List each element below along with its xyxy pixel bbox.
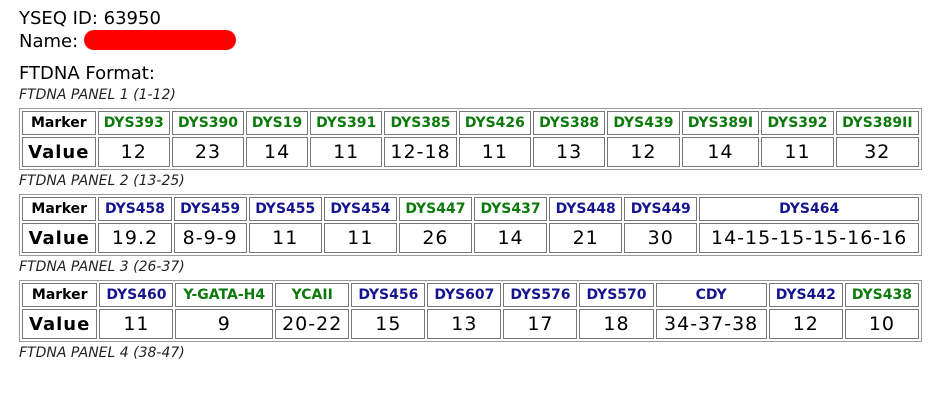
marker-row: Marker DYS393 DYS390 DYS19 DYS391 DYS385 DYS42… xyxy=(22,111,919,135)
row-label: Value xyxy=(22,137,96,167)
panel-title: FTDNA PANEL 2 (13-25) xyxy=(19,173,185,189)
marker-value: 30 xyxy=(624,223,698,253)
marker-name: DYS464 xyxy=(699,197,919,221)
marker-value: 12 xyxy=(768,309,843,339)
panels: FTDNA PANEL 1 (1-12) Marker DYS393 DYS390 DY… xyxy=(0,86,931,342)
marker-value: 11 xyxy=(458,137,532,167)
marker-value: 11 xyxy=(761,137,834,167)
marker-name: DYS607 xyxy=(427,283,502,307)
marker-value: 10 xyxy=(844,309,919,339)
redaction xyxy=(84,30,237,50)
name-row: Name: xyxy=(19,30,931,53)
marker-name: DYS437 xyxy=(474,197,548,221)
marker-name: DYS448 xyxy=(549,197,623,221)
marker-name: DYS442 xyxy=(768,283,843,307)
marker-name: DYS19 xyxy=(246,111,309,135)
marker-value: 14 xyxy=(681,137,760,167)
row-label: Value xyxy=(22,223,97,253)
marker-value: 32 xyxy=(835,137,919,167)
marker-name: DYS455 xyxy=(248,197,322,221)
marker-name: DYS454 xyxy=(323,197,397,221)
marker-value: 18 xyxy=(579,309,654,339)
marker-value: 9 xyxy=(175,309,274,339)
marker-value: 11 xyxy=(248,223,322,253)
marker-name: DYS458 xyxy=(98,197,172,221)
marker-name: DYS390 xyxy=(171,111,245,135)
panel-title: FTDNA PANEL 4 (38-47) xyxy=(19,345,185,361)
marker-name: YCAII xyxy=(275,283,350,307)
marker-name: DYS391 xyxy=(310,111,383,135)
row-label: Value xyxy=(22,309,98,339)
marker-name: DYS426 xyxy=(458,111,532,135)
value-row: Value 12 23 14 11 12-18 11 13 12 14 11 32 xyxy=(22,137,919,167)
marker-name: DYS393 xyxy=(97,111,170,135)
marker-value: 23 xyxy=(171,137,245,167)
marker-name: DYS570 xyxy=(579,283,654,307)
format-label: FTDNA Format: xyxy=(19,63,155,84)
marker-name: DYS438 xyxy=(844,283,919,307)
marker-value: 14-15-15-15-16-16 xyxy=(699,223,919,253)
marker-value: 13 xyxy=(533,137,606,167)
panel-table: Marker DYS460 Y-GATA-H4 YCAII DYS456 DYS607 DY… xyxy=(19,280,922,342)
marker-value: 12 xyxy=(97,137,170,167)
marker-name: DYS456 xyxy=(351,283,426,307)
marker-value: 26 xyxy=(398,223,472,253)
row-label: Marker xyxy=(22,111,96,135)
marker-value: 8-9-9 xyxy=(173,223,247,253)
marker-name: DYS576 xyxy=(503,283,578,307)
panel-title: FTDNA PANEL 3 (26-37) xyxy=(19,259,185,275)
marker-name: DYS389II xyxy=(835,111,919,135)
marker-row: Marker DYS458 DYS459 DYS455 DYS454 DYS447 DYS4… xyxy=(22,197,919,221)
marker-name: DYS392 xyxy=(761,111,834,135)
marker-value: 14 xyxy=(246,137,309,167)
value-row: Value 19.2 8-9-9 11 11 26 14 21 30 14-15-15-15-16… xyxy=(22,223,919,253)
value-row: Value 11 9 20-22 15 13 17 18 34-37-38 12 10 xyxy=(22,309,919,339)
marker-value: 11 xyxy=(310,137,383,167)
name-label: Name: xyxy=(19,31,79,52)
panel-table: Marker DYS458 DYS459 DYS455 DYS454 DYS447 DYS4… xyxy=(19,194,922,256)
marker-name: DYS447 xyxy=(398,197,472,221)
marker-name: DYS385 xyxy=(384,111,457,135)
marker-value: 19.2 xyxy=(98,223,172,253)
row-label: Marker xyxy=(22,197,97,221)
marker-name: DYS439 xyxy=(607,111,680,135)
yseq-id: YSEQ ID: 63950 xyxy=(19,8,161,29)
row-label: Marker xyxy=(22,283,98,307)
marker-name: DYS459 xyxy=(173,197,247,221)
marker-value: 14 xyxy=(474,223,548,253)
marker-value: 21 xyxy=(549,223,623,253)
marker-value: 11 xyxy=(99,309,174,339)
marker-row: Marker DYS460 Y-GATA-H4 YCAII DYS456 DYS607 DY… xyxy=(22,283,919,307)
marker-value: 12-18 xyxy=(384,137,457,167)
marker-name: DYS388 xyxy=(533,111,606,135)
marker-value: 15 xyxy=(351,309,426,339)
marker-name: DYS389I xyxy=(681,111,760,135)
marker-value: 11 xyxy=(323,223,397,253)
marker-value: 12 xyxy=(607,137,680,167)
marker-value: 20-22 xyxy=(275,309,350,339)
marker-value: 34-37-38 xyxy=(655,309,767,339)
marker-name: CDY xyxy=(655,283,767,307)
marker-name: Y-GATA-H4 xyxy=(175,283,274,307)
marker-name: DYS460 xyxy=(99,283,174,307)
panel-table: Marker DYS393 DYS390 DYS19 DYS391 DYS385 DYS42… xyxy=(19,108,922,170)
panel-title: FTDNA PANEL 1 (1-12) xyxy=(19,87,176,103)
marker-name: DYS449 xyxy=(624,197,698,221)
marker-value: 13 xyxy=(427,309,502,339)
marker-value: 17 xyxy=(503,309,578,339)
